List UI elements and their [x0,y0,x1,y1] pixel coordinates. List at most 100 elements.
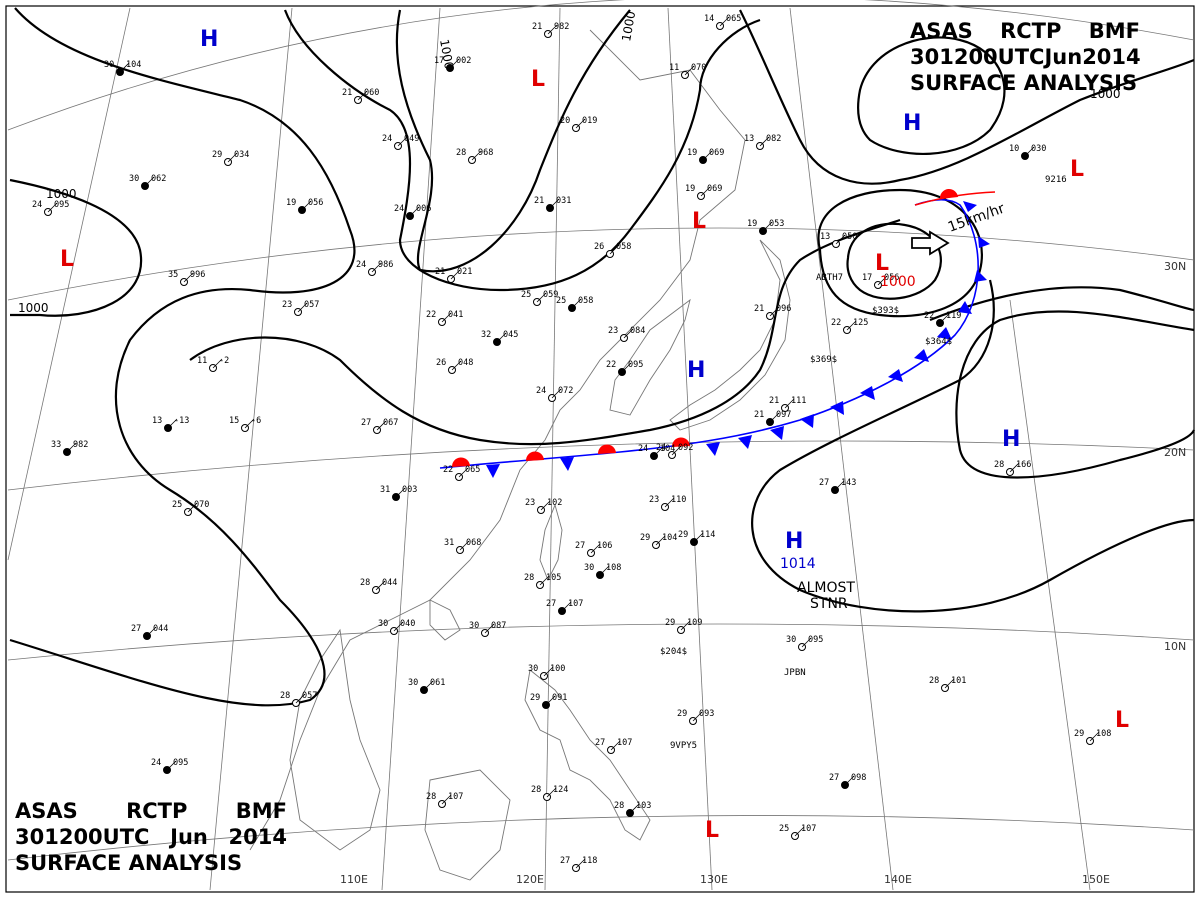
cold-front-tooth [958,301,972,314]
station-temperature: 29 [677,709,687,719]
station-pressure: 057 [302,691,317,701]
station-pressure: 034 [234,150,249,160]
isobar-line [283,9,761,292]
header-station: RCTP [1000,19,1062,43]
station-plot: 22 041 [426,310,463,326]
warm-front-bump [597,444,616,454]
wind-barb [571,298,582,309]
station-code: $369$ [810,355,837,365]
station-plot: 27 118 [560,856,597,872]
station-plot: 29 114 [678,530,715,546]
station-temperature: 33 [51,440,61,450]
station-plot: 17 056 [862,273,899,289]
parallel-line [7,227,1195,301]
station-temperature: 27 [131,624,141,634]
station-pressure: 107 [568,599,583,609]
station-plot: 21 060 [342,88,379,104]
cold-front-tooth [963,201,977,212]
cold-front-teeth [486,201,990,478]
wind-barb [66,442,77,453]
wind-barb [700,186,711,197]
station-plot: 22 065 [443,465,480,481]
station-plot: 24 095 [151,758,188,774]
coastline-indochina [289,628,381,851]
header-time: 301200UTC [910,45,1045,69]
station-temperature: 19 [286,198,296,208]
station-plot: 23 102 [525,498,562,514]
station-temperature: 24 [382,134,392,144]
station-plot: 27 106 [575,541,612,557]
station-pressure: 050 [842,232,857,242]
header-line-1: ASAS RCTP BMF [910,18,1140,44]
station-plot: 25 107 [779,824,816,840]
wind-barb [944,678,955,689]
wind-barb [653,446,664,457]
station-pressure: 104 [126,60,141,70]
isobar-line [955,310,1196,479]
wind-barb [167,418,178,429]
warm-front-bump [939,188,958,199]
station-pressure: 107 [801,824,816,834]
wind-barb [212,358,223,369]
isobar-line [9,178,143,317]
wind-barb [835,234,846,245]
wind-barb [471,150,482,161]
coastline-philippines [524,669,651,841]
isobar-line [929,286,1195,322]
wind-barb [395,487,406,498]
station-pressure: 003 [402,485,417,495]
wind-barb [166,760,177,771]
meridian-line [544,7,561,891]
wind-barb [227,152,238,163]
wind-barb [702,150,713,161]
station-pressure: 103 [636,801,651,811]
station-plot: 13 -13 [152,416,189,432]
station-plot: 21 982 [532,22,569,38]
wind-barb [590,543,601,554]
station-plot: 19 053 [747,219,784,235]
station-plot: 33 982 [51,440,88,456]
station-plot: 28 166 [994,460,1031,476]
station-pressure: 082 [766,134,781,144]
wind-barb [844,775,855,786]
station-plot: 30 087 [469,621,506,637]
graticule [7,0,1195,891]
isobar-label: 1000 [619,10,638,43]
station-plot: 14 065 [704,14,741,30]
station-temperature: 14 [704,14,714,24]
station-temperature: 22 [426,310,436,320]
station-temperature: 28 [929,676,939,686]
high-note-line2: STNR [810,596,848,612]
wind-barb [543,666,554,677]
wind-barb [759,136,770,147]
station-pressure: 104 [660,444,675,454]
station-temperature: 28 [426,792,436,802]
wind-barb [458,467,469,478]
station-plot: 30 104 [104,60,141,76]
cold-front-tooth [888,369,903,382]
wind-barb [693,532,704,543]
station-temperature: 25 [521,290,531,300]
station-plot: 10 030 [1009,144,1046,160]
station-temperature: 22 [831,318,841,328]
isobars [9,7,1196,707]
wind-barb [540,500,551,511]
station-plot: 27 067 [361,418,398,434]
station-pressure: 102 [547,498,562,508]
wind-barb [441,312,452,323]
station-temperature: 29 [212,150,222,160]
station-plot: 27 098 [829,773,866,789]
station-pressure: -6 [251,416,261,426]
station-temperature: 13 [820,232,830,242]
station-plot: 27 044 [131,624,168,640]
header-line-1: ASAS RCTP BMF [15,798,287,824]
station-plot: 17 002 [434,56,471,72]
wind-barb [939,313,950,324]
station-pressure: 118 [582,856,597,866]
station-plot: 31 068 [444,538,481,554]
station-pressure: 968 [478,148,493,158]
station-pressure: 982 [73,440,88,450]
wind-barb [484,623,495,634]
cold-front-tooth [738,435,752,449]
wind-barb [629,803,640,814]
